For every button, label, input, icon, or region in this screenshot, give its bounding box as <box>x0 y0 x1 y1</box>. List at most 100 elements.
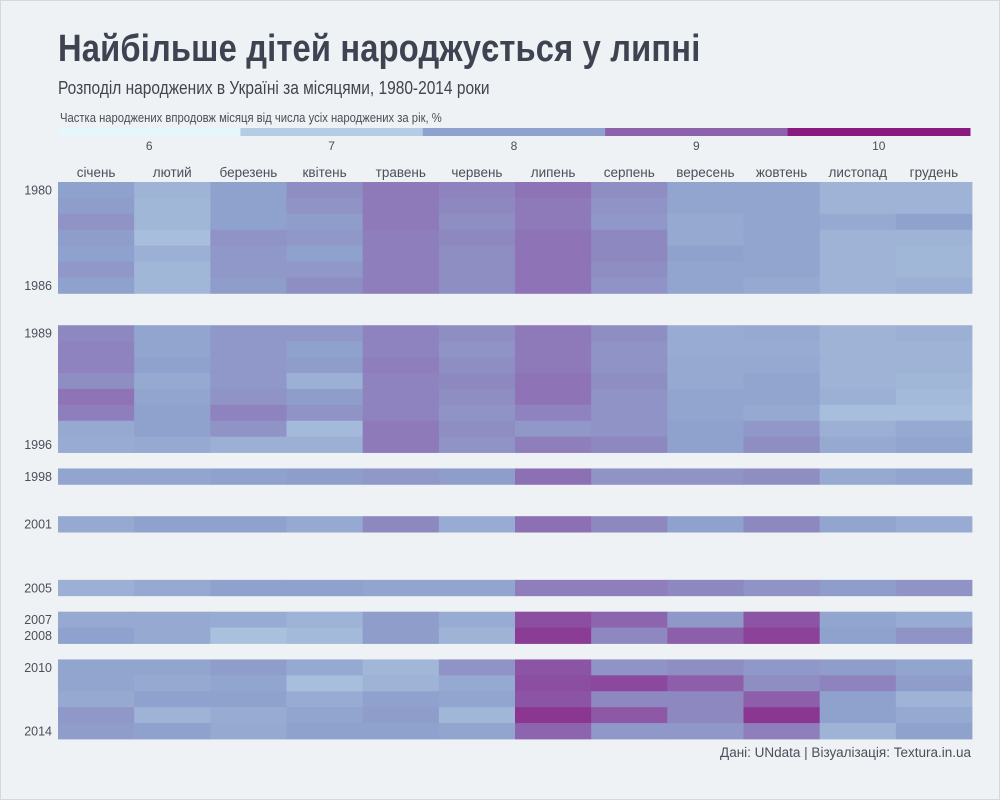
heatmap-cell <box>667 468 744 485</box>
heatmap-cell <box>515 404 592 422</box>
heatmap-cell <box>591 372 668 390</box>
heatmap-cell <box>58 261 135 278</box>
heatmap-cell <box>591 723 668 740</box>
heatmap-cell <box>667 579 744 597</box>
heatmap-cell <box>515 675 592 692</box>
heatmap-cell <box>591 579 668 597</box>
heatmap-cell <box>591 229 668 247</box>
heatmap-cell <box>819 357 897 374</box>
heatmap-cell <box>134 341 211 358</box>
heatmap-cell <box>286 468 364 485</box>
heatmap-cell <box>743 245 821 262</box>
heatmap-cell <box>362 675 440 692</box>
heatmap-cell <box>58 691 135 708</box>
heatmap-cell <box>210 388 287 406</box>
heatmap-cell <box>362 468 440 485</box>
heatmap-cell <box>667 261 744 278</box>
heatmap-cell <box>210 436 287 453</box>
month-label: травень <box>376 165 426 180</box>
heatmap-cell <box>286 723 364 740</box>
heatmap-cell <box>134 723 211 740</box>
heatmap-cell <box>362 516 440 533</box>
month-label: квітень <box>303 165 347 180</box>
month-label: грудень <box>910 165 958 180</box>
heatmap-cell <box>362 611 440 628</box>
heatmap-cell <box>743 516 821 533</box>
year-label: 1980 <box>24 183 52 197</box>
heatmap-cell <box>286 611 364 628</box>
heatmap-cell <box>667 245 744 262</box>
heatmap-cell <box>286 325 364 342</box>
heatmap-cell <box>58 197 135 215</box>
heatmap-cell <box>743 388 821 406</box>
heatmap-cell <box>286 197 364 215</box>
heatmap-cell <box>591 197 668 215</box>
heatmap-cell <box>438 611 516 628</box>
heatmap-cell <box>438 357 516 374</box>
heatmap-cell <box>667 325 744 342</box>
heatmap-cell <box>743 325 821 342</box>
heatmap-cell <box>895 357 973 374</box>
heatmap-cell <box>438 659 516 676</box>
heatmap-cell <box>895 579 973 597</box>
heatmap-cell <box>286 261 364 278</box>
heatmap-cell <box>210 707 287 724</box>
heatmap-cell <box>819 611 897 628</box>
heatmap-cell <box>819 516 897 533</box>
heatmap-cell <box>134 707 211 724</box>
heatmap-cell <box>515 691 592 708</box>
heatmap-cell <box>134 627 211 644</box>
heatmap-cell <box>134 261 211 278</box>
heatmap-cell <box>438 436 516 453</box>
year-label: 1986 <box>24 279 52 293</box>
heatmap-cell <box>210 420 287 438</box>
heatmap-cell <box>58 213 135 231</box>
heatmap-cell <box>895 213 973 231</box>
heatmap-cell <box>515 213 592 231</box>
heatmap-cell <box>819 197 897 215</box>
heatmap-cell <box>743 357 821 374</box>
heatmap-cell <box>438 723 516 740</box>
heatmap-cell <box>819 691 897 708</box>
month-label: вересень <box>676 165 734 180</box>
heatmap-cell <box>210 261 287 278</box>
heatmap-cell <box>438 229 516 247</box>
heatmap-cell <box>210 691 287 708</box>
heatmap-cell <box>286 277 364 294</box>
heatmap-cell <box>667 404 744 422</box>
heatmap-cell <box>438 277 516 294</box>
heatmap-cell <box>515 197 592 215</box>
heatmap-cell <box>819 675 897 692</box>
heatmap-cell <box>362 436 440 453</box>
heatmap-cell <box>438 245 516 262</box>
heatmap-cell <box>819 420 897 438</box>
heatmap-cell <box>895 261 973 278</box>
heatmap-cell <box>134 659 211 676</box>
heatmap-cell <box>438 388 516 406</box>
heatmap-cell <box>58 277 135 294</box>
heatmap-cell <box>515 341 592 358</box>
heatmap-cell <box>591 245 668 262</box>
heatmap-cell <box>286 420 364 438</box>
heatmap-cell <box>438 197 516 215</box>
heatmap-cell <box>515 372 592 390</box>
year-label: 1998 <box>24 470 52 484</box>
heatmap-cell <box>895 341 973 358</box>
heatmap-cell <box>895 516 973 533</box>
month-label: червень <box>451 165 502 180</box>
heatmap-cell <box>819 436 897 453</box>
heatmap-cell <box>895 388 973 406</box>
heatmap-cell <box>819 372 897 390</box>
heatmap-cell <box>667 277 744 294</box>
heatmap-cell <box>438 627 516 644</box>
heatmap-cell <box>438 213 516 231</box>
heatmap-cell <box>895 277 973 294</box>
heatmap-cell <box>58 388 135 406</box>
heatmap-cell <box>362 579 440 597</box>
heatmap-cell <box>210 229 287 247</box>
heatmap-cell <box>362 197 440 215</box>
heatmap-cell <box>438 675 516 692</box>
heatmap-cell <box>515 436 592 453</box>
heatmap-cell <box>819 245 897 262</box>
heatmap-cell <box>743 659 821 676</box>
